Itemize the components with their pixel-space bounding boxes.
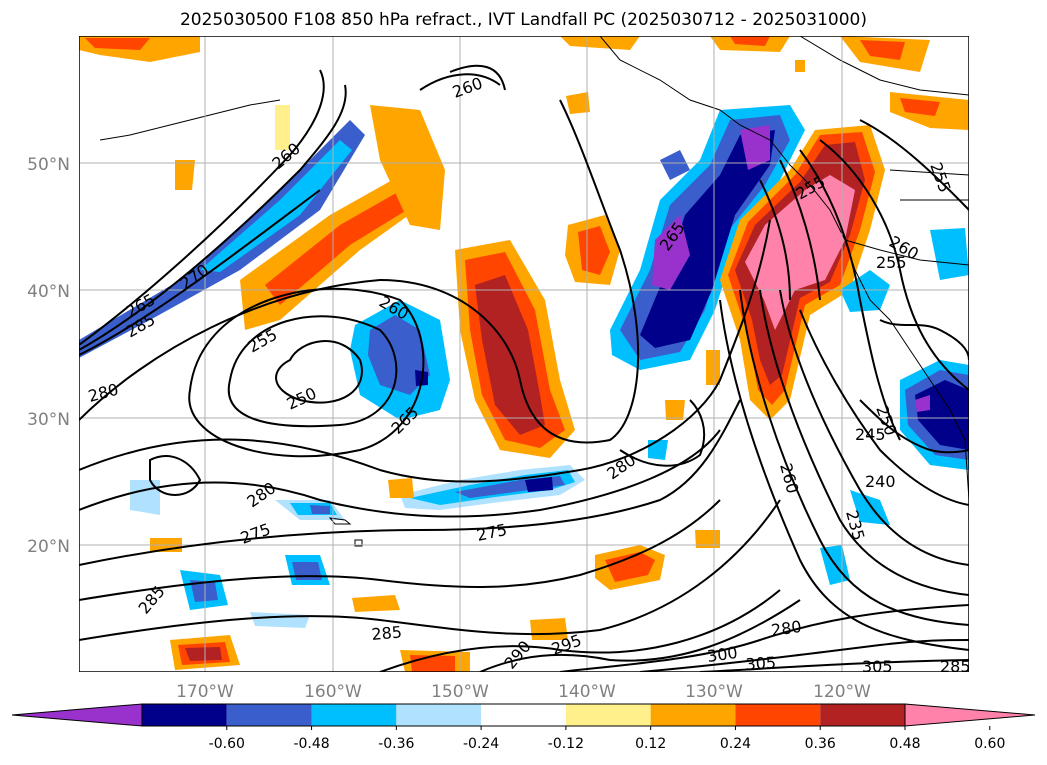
positive-anomaly-region bbox=[352, 595, 400, 612]
positive-anomaly-region bbox=[265, 188, 415, 305]
contour-label: 305 bbox=[862, 657, 893, 676]
colorbar-swatch bbox=[735, 704, 821, 726]
positive-anomaly-region bbox=[605, 552, 655, 582]
positive-anomaly-region bbox=[388, 478, 414, 498]
contour-label: 240 bbox=[865, 472, 896, 491]
colorbar-swatch bbox=[142, 704, 227, 726]
colorbar-tick-label: -0.36 bbox=[378, 736, 414, 752]
colorbar-tick-label: 0.48 bbox=[889, 736, 920, 752]
negative-anomaly-region bbox=[190, 580, 218, 602]
colorbar-tick-label: -0.60 bbox=[209, 736, 245, 752]
positive-anomaly-region bbox=[370, 105, 445, 230]
colorbar-tick-label: 0.12 bbox=[635, 736, 666, 752]
positive-anomaly-region bbox=[560, 36, 640, 50]
positive-anomaly-region bbox=[85, 38, 150, 50]
negative-anomaly-region bbox=[200, 140, 352, 272]
colorbar-tick-label: 0.24 bbox=[720, 736, 751, 752]
positive-anomaly-region bbox=[900, 98, 940, 116]
colorbar-swatch bbox=[226, 704, 312, 726]
lon-label: 170°W bbox=[176, 682, 234, 702]
contour-label: 285 bbox=[371, 622, 403, 644]
lon-label: 130°W bbox=[685, 682, 743, 702]
positive-anomaly-region bbox=[185, 647, 222, 661]
positive-anomaly-region bbox=[745, 175, 855, 330]
positive-anomaly-region bbox=[175, 160, 195, 190]
negative-anomaly-region bbox=[915, 395, 930, 412]
longitude-labels: 170°W 160°W 150°W 140°W 130°W 120°W bbox=[176, 682, 871, 702]
colorbar-swatch bbox=[820, 704, 905, 726]
contour-label: 305 bbox=[745, 653, 777, 674]
lon-label: 160°W bbox=[304, 682, 362, 702]
negative-anomaly-region bbox=[525, 477, 553, 492]
positive-anomaly-region bbox=[860, 40, 905, 60]
negative-anomaly-region bbox=[648, 440, 668, 460]
contour-label: 245 bbox=[855, 425, 886, 444]
ivt-contours bbox=[79, 64, 969, 672]
colorbar-tick-label: -0.24 bbox=[463, 736, 499, 752]
positive-anomaly-region bbox=[475, 275, 545, 435]
contour-label: 255 bbox=[876, 253, 907, 272]
contour-label: 285 bbox=[940, 657, 971, 676]
lat-label: 50°N bbox=[27, 155, 70, 175]
negative-anomaly-region bbox=[660, 150, 690, 180]
shaded-field bbox=[79, 36, 969, 672]
colorbar-swatch bbox=[565, 704, 651, 726]
colorbar-tick-label: -0.48 bbox=[293, 736, 329, 752]
contour-label: 280 bbox=[770, 617, 803, 640]
colorbar-tick-label: 0.60 bbox=[974, 736, 1005, 752]
colorbar-extend-high bbox=[904, 703, 1036, 727]
colorbar: -0.60 -0.48 -0.36 -0.24 -0.12 0.12 0.24 0.36 0.4… bbox=[11, 703, 1036, 752]
colorbar-swatch bbox=[396, 704, 482, 726]
colorbar-swatch bbox=[650, 704, 736, 726]
colorbar-swatch bbox=[481, 704, 566, 726]
lon-label: 150°W bbox=[431, 682, 489, 702]
coastlines bbox=[99, 36, 969, 547]
negative-anomaly-region bbox=[292, 562, 322, 580]
colorbar-tick-label: -0.12 bbox=[548, 736, 584, 752]
negative-anomaly-region bbox=[79, 120, 365, 358]
colorbar-extend-low bbox=[11, 703, 143, 727]
lat-label: 40°N bbox=[27, 282, 70, 302]
lon-label: 140°W bbox=[558, 682, 616, 702]
negative-anomaly-region bbox=[640, 130, 775, 348]
positive-anomaly-region bbox=[665, 400, 685, 420]
lon-label: 120°W bbox=[813, 682, 871, 702]
positive-anomaly-region bbox=[706, 350, 720, 385]
lat-label: 30°N bbox=[27, 410, 70, 430]
negative-anomaly-region bbox=[930, 228, 969, 280]
lat-label: 20°N bbox=[27, 537, 70, 557]
latitude-labels: 50°N 40°N 30°N 20°N bbox=[27, 155, 70, 557]
map-area: 260 260 270 265 285 255 250 260 265 280 … bbox=[79, 36, 971, 676]
map-title: 2025030500 F108 850 hPa refract., IVT La… bbox=[179, 10, 867, 30]
negative-anomaly-region bbox=[310, 505, 330, 514]
colorbar-tick-label: 0.36 bbox=[805, 736, 836, 752]
negative-anomaly-region bbox=[130, 480, 160, 515]
positive-anomaly-region bbox=[275, 105, 290, 150]
colorbar-swatch bbox=[311, 704, 397, 726]
positive-anomaly-region bbox=[566, 92, 590, 114]
graticule bbox=[79, 36, 969, 672]
contour-label: 300 bbox=[706, 643, 739, 666]
negative-anomaly-region bbox=[652, 215, 690, 290]
positive-anomaly-region bbox=[730, 36, 770, 46]
positive-anomaly-region bbox=[578, 226, 610, 275]
positive-anomaly-region bbox=[410, 655, 455, 672]
positive-anomaly-region bbox=[795, 60, 805, 72]
colorbar-frame bbox=[141, 703, 906, 727]
